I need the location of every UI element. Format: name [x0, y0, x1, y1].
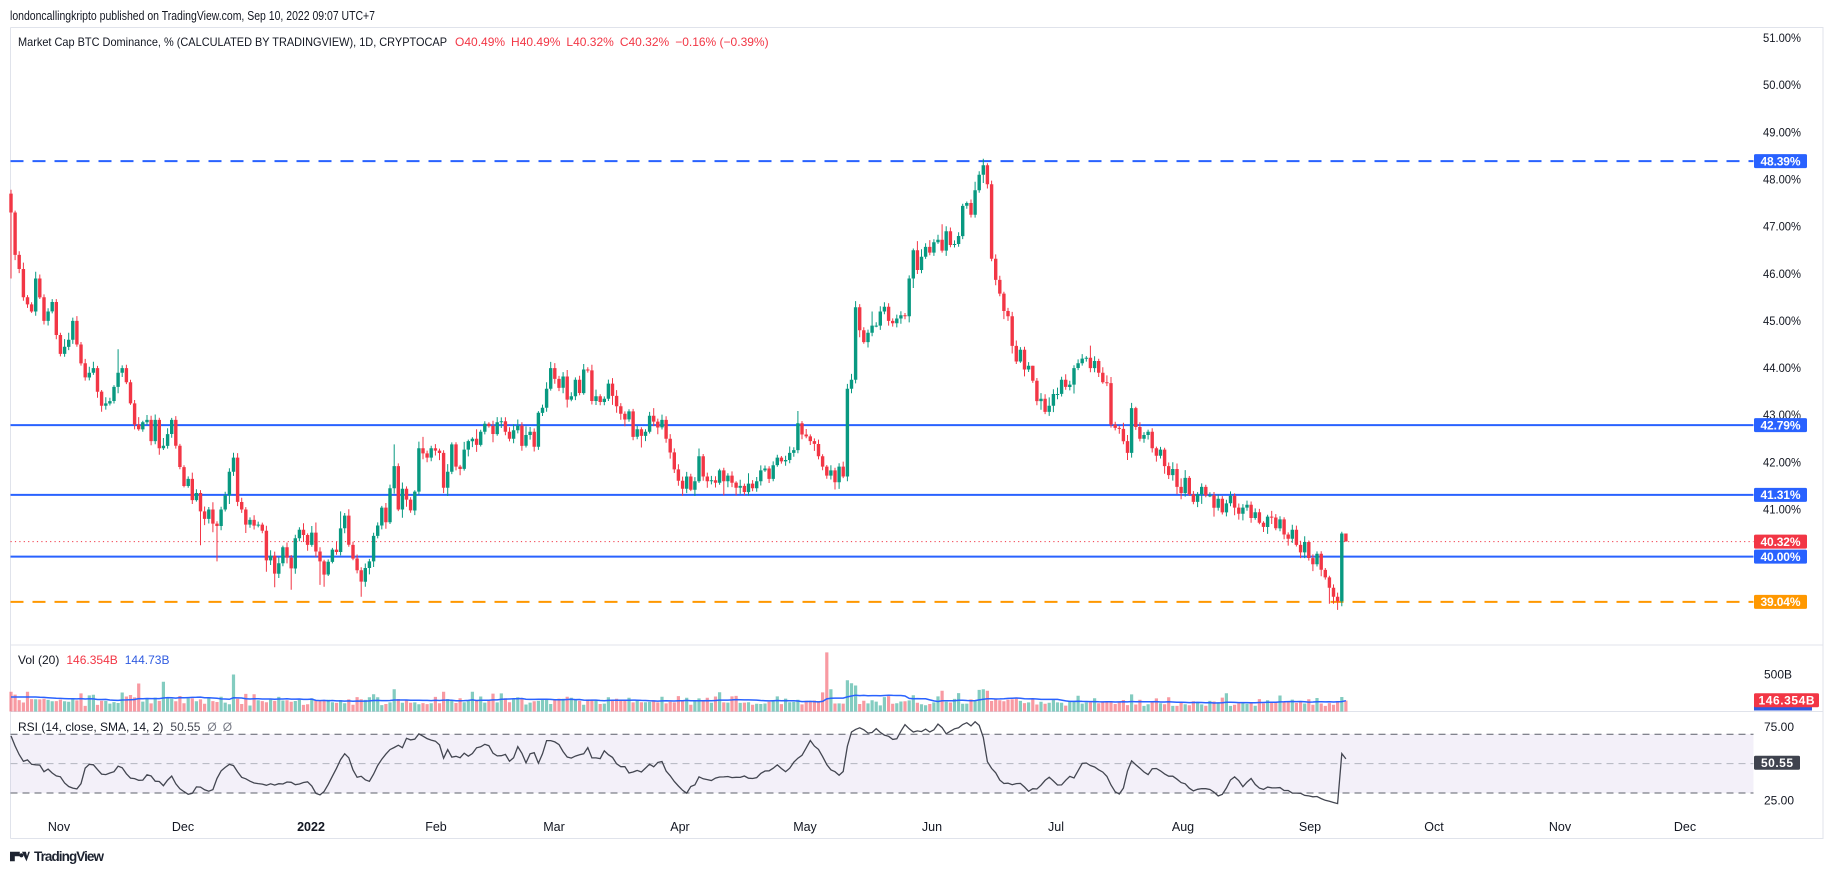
svg-text:50.55: 50.55	[1761, 756, 1793, 770]
svg-text:Dec: Dec	[1674, 820, 1696, 834]
svg-text:May: May	[793, 820, 817, 834]
svg-text:Jun: Jun	[922, 820, 942, 834]
svg-text:Nov: Nov	[1549, 820, 1572, 834]
svg-text:47.00%: 47.00%	[1763, 220, 1801, 234]
svg-text:Mar: Mar	[543, 820, 565, 834]
svg-text:Oct: Oct	[1424, 820, 1444, 834]
svg-text:50.00%: 50.00%	[1763, 78, 1801, 92]
svg-text:Sep: Sep	[1299, 820, 1321, 834]
svg-text:Dec: Dec	[172, 820, 194, 834]
svg-text:40.32%: 40.32%	[1761, 535, 1801, 549]
svg-text:41.00%: 41.00%	[1763, 503, 1801, 517]
svg-text:Market Cap BTC Dominance, % (C: Market Cap BTC Dominance, % (CALCULATED …	[18, 35, 769, 49]
svg-text:44.00%: 44.00%	[1763, 361, 1801, 375]
svg-text:42.00%: 42.00%	[1763, 455, 1801, 469]
svg-text:48.00%: 48.00%	[1763, 172, 1801, 186]
svg-text:Nov: Nov	[48, 820, 71, 834]
svg-text:Jul: Jul	[1048, 820, 1064, 834]
svg-text:39.04%: 39.04%	[1761, 595, 1801, 609]
svg-text:75.00: 75.00	[1764, 720, 1794, 734]
svg-text:TradingView: TradingView	[34, 849, 104, 864]
svg-text:londoncallingkripto published: londoncallingkripto published on Trading…	[10, 9, 375, 23]
svg-text:42.79%: 42.79%	[1761, 418, 1801, 432]
svg-text:RSI (14, close, SMA, 14, 2)50.: RSI (14, close, SMA, 14, 2) 50.55 Ø Ø	[18, 720, 232, 734]
svg-text:146.354B: 146.354B	[1759, 693, 1815, 707]
svg-text:46.00%: 46.00%	[1763, 267, 1801, 281]
svg-text:51.00%: 51.00%	[1763, 31, 1801, 45]
svg-text:40.00%: 40.00%	[1761, 550, 1801, 564]
svg-text:45.00%: 45.00%	[1763, 314, 1801, 328]
svg-text:49.00%: 49.00%	[1763, 125, 1801, 139]
svg-text:Feb: Feb	[425, 820, 447, 834]
svg-text:41.31%: 41.31%	[1761, 488, 1801, 502]
svg-text:2022: 2022	[297, 820, 325, 834]
svg-text:Apr: Apr	[670, 820, 689, 834]
svg-text:25.00: 25.00	[1764, 793, 1794, 807]
svg-text:500B: 500B	[1764, 667, 1792, 681]
svg-text:Aug: Aug	[1172, 820, 1194, 834]
svg-text:48.39%: 48.39%	[1761, 154, 1801, 168]
